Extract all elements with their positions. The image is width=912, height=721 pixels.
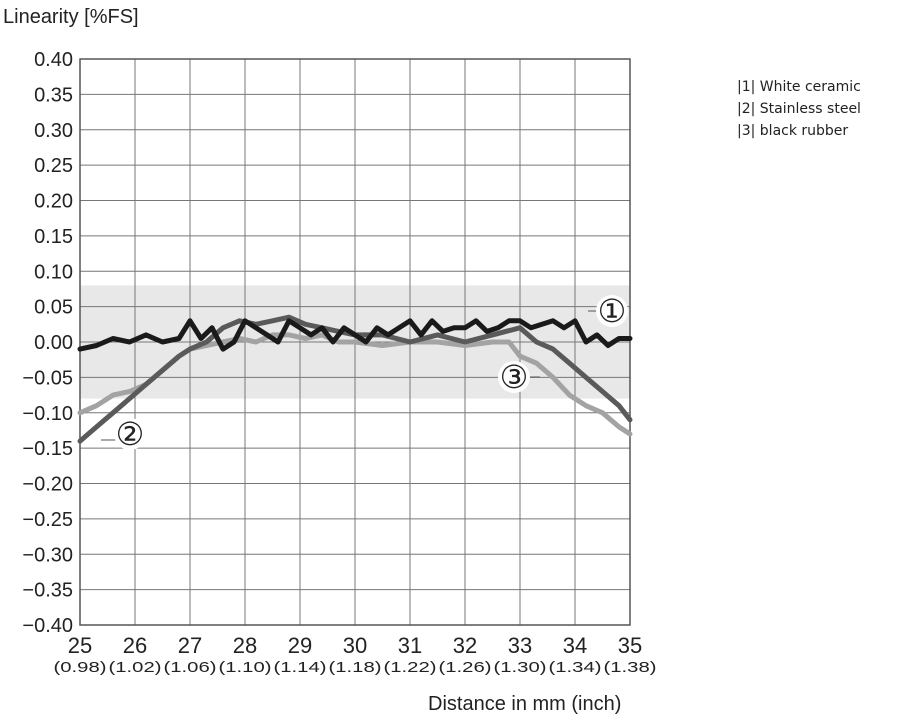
x-tick-label: 28 bbox=[233, 633, 257, 658]
y-tick-label: 0.15 bbox=[34, 226, 73, 248]
x-tick-sublabel: (1.26) bbox=[439, 659, 492, 676]
y-tick-label: 0.20 bbox=[34, 191, 73, 213]
y-tick-label: −0.20 bbox=[22, 474, 73, 496]
y-tick-label: −0.25 bbox=[22, 509, 73, 531]
x-tick-sublabel: (1.34) bbox=[549, 659, 602, 676]
marker-bg-1 bbox=[596, 295, 628, 327]
x-tick-sublabel: (0.98) bbox=[54, 659, 107, 676]
y-tick-label: 0.30 bbox=[34, 120, 73, 142]
plot-frame bbox=[79, 58, 631, 626]
x-tick-sublabel: (1.02) bbox=[109, 659, 162, 676]
x-tick-sublabel: (1.30) bbox=[494, 659, 547, 676]
legend-item-stainless-steel: |2| Stainless steel bbox=[737, 101, 861, 117]
x-tick-label: 35 bbox=[618, 633, 642, 658]
y-tick-label: −0.05 bbox=[22, 367, 73, 389]
y-tick-label: −0.15 bbox=[22, 438, 73, 460]
x-tick-label: 34 bbox=[563, 633, 587, 658]
marker-bg-3 bbox=[498, 361, 530, 393]
y-tick-label: 0.00 bbox=[34, 332, 73, 354]
legend: |1| White ceramic |2| Stainless steel |3… bbox=[737, 76, 861, 142]
y-tick-label: 0.35 bbox=[34, 84, 73, 106]
series-line-1 bbox=[77, 318, 633, 352]
x-tick-label: 33 bbox=[508, 633, 532, 658]
marker-bg-2 bbox=[114, 418, 146, 450]
y-tick-label: 0.40 bbox=[34, 49, 73, 71]
y-tick-label: −0.10 bbox=[22, 403, 73, 425]
x-tick-label: 25 bbox=[68, 633, 92, 658]
x-tick-sublabel: (1.22) bbox=[384, 659, 437, 676]
y-tick-labels: 0.40 0.35 0.30 0.25 0.20 0.15 0.10 0.05 0.00 −0.0… bbox=[22, 49, 73, 637]
x-tick-sublabel: (1.38) bbox=[604, 659, 657, 676]
x-tick-label: 32 bbox=[453, 633, 477, 658]
series-lines bbox=[77, 314, 633, 444]
series-markers: ① ② ③ bbox=[101, 292, 628, 453]
x-tick-label: 26 bbox=[123, 633, 147, 658]
series-marker-2: ② bbox=[116, 415, 145, 453]
x-axis-title: Distance in mm (inch) bbox=[428, 693, 622, 715]
series-marker-3: ③ bbox=[500, 358, 529, 396]
y-tick-label: 0.25 bbox=[34, 155, 73, 177]
y-tick-label: 0.05 bbox=[34, 297, 73, 319]
x-tick-label: 31 bbox=[398, 633, 422, 658]
y-tick-label: 0.10 bbox=[34, 261, 73, 283]
x-tick-sublabel: (1.18) bbox=[329, 659, 382, 676]
x-tick-labels: 25(0.98) 26(1.02) 27(1.06) 28(1.10) 29(1.14)… bbox=[54, 633, 657, 676]
y-axis-title: Linearity [%FS] bbox=[3, 6, 139, 28]
x-tick-label: 27 bbox=[178, 633, 202, 658]
y-tick-label: −0.40 bbox=[22, 615, 73, 637]
x-tick-sublabel: (1.14) bbox=[274, 659, 327, 676]
legend-item-black-rubber: |3| black rubber bbox=[737, 123, 849, 139]
x-tick-label: 29 bbox=[288, 633, 312, 658]
x-tick-sublabel: (1.10) bbox=[219, 659, 272, 676]
y-tick-label: −0.35 bbox=[22, 580, 73, 602]
legend-item-white-ceramic: |1| White ceramic bbox=[737, 79, 861, 95]
y-tick-label: −0.30 bbox=[22, 544, 73, 566]
x-tick-sublabel: (1.06) bbox=[164, 659, 217, 676]
x-tick-label: 30 bbox=[343, 633, 367, 658]
series-marker-1: ① bbox=[598, 292, 627, 330]
